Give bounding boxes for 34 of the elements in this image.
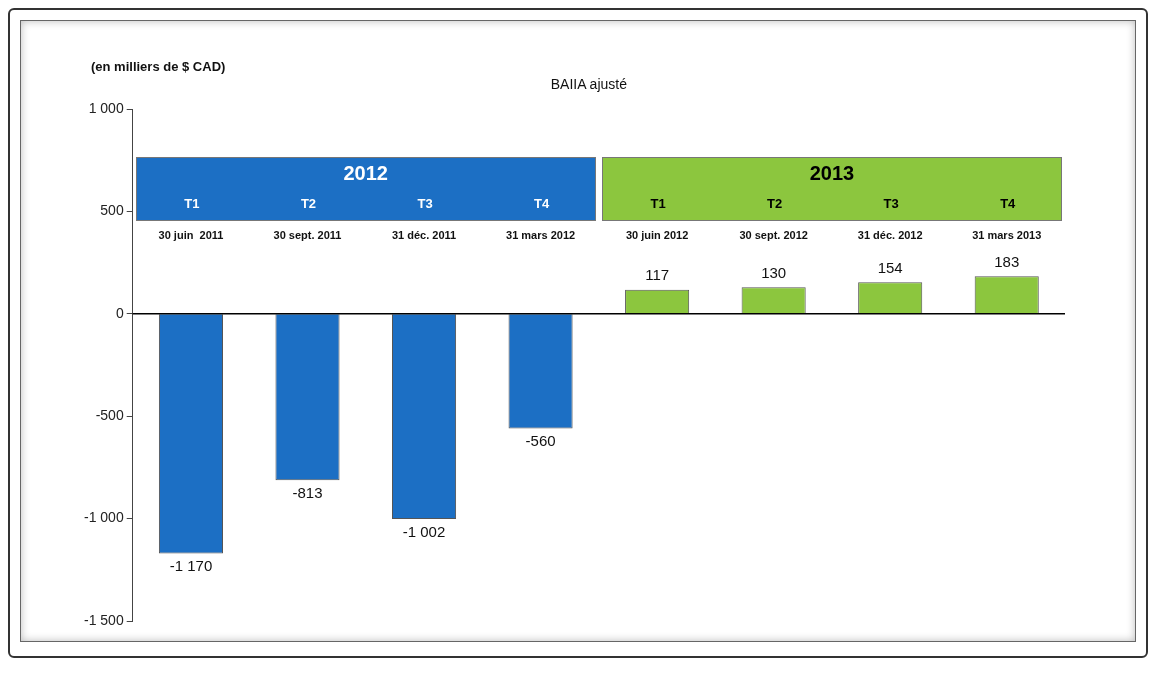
data-label: -813 (292, 483, 323, 501)
x-tick-label: 31 mars 2012 (506, 228, 576, 241)
annotation: T4 (532, 195, 551, 211)
annotation: T2 (766, 195, 784, 211)
data-label: -560 (525, 432, 556, 450)
annotation: T3 (882, 195, 900, 211)
x-tick-label: 30 juin 2011 (158, 228, 224, 241)
x-tick-label: 30 sept. 2011 (273, 228, 342, 241)
annotation: T1 (183, 195, 201, 211)
x-tick-label: 30 juin 2012 (625, 228, 689, 241)
y-axis-title: (en milliers de $ CAD) (91, 59, 226, 74)
x-tick-label: 31 déc. 2012 (857, 228, 923, 241)
data-label: -1 170 (169, 557, 213, 575)
annotation: T1 (649, 195, 667, 211)
y-tick-label: 1 000 (88, 99, 124, 116)
chart-title: BAIIA ajusté (550, 76, 628, 92)
x-tick-label: 31 mars 2013 (972, 228, 1042, 241)
x-tick-label: 31 déc. 2011 (391, 228, 457, 241)
y-tick-label: -500 (95, 407, 124, 424)
data-label: -1 002 (402, 522, 446, 540)
data-label: 154 (877, 258, 903, 276)
annotation: 2013 (808, 161, 856, 185)
annotation: T3 (416, 195, 434, 211)
annotation: 2012 (342, 161, 389, 185)
y-tick-label: -1 500 (83, 611, 124, 628)
data-label: 130 (761, 263, 787, 281)
annotation: T4 (999, 195, 1017, 211)
x-tick-label: 30 sept. 2012 (739, 228, 808, 241)
y-tick-label: 500 (100, 202, 124, 219)
annotation: T2 (299, 195, 318, 211)
y-tick-label: 0 (115, 304, 124, 321)
data-label: 183 (994, 252, 1020, 270)
data-label: 117 (645, 266, 670, 284)
y-tick-label: -1 000 (83, 509, 124, 526)
